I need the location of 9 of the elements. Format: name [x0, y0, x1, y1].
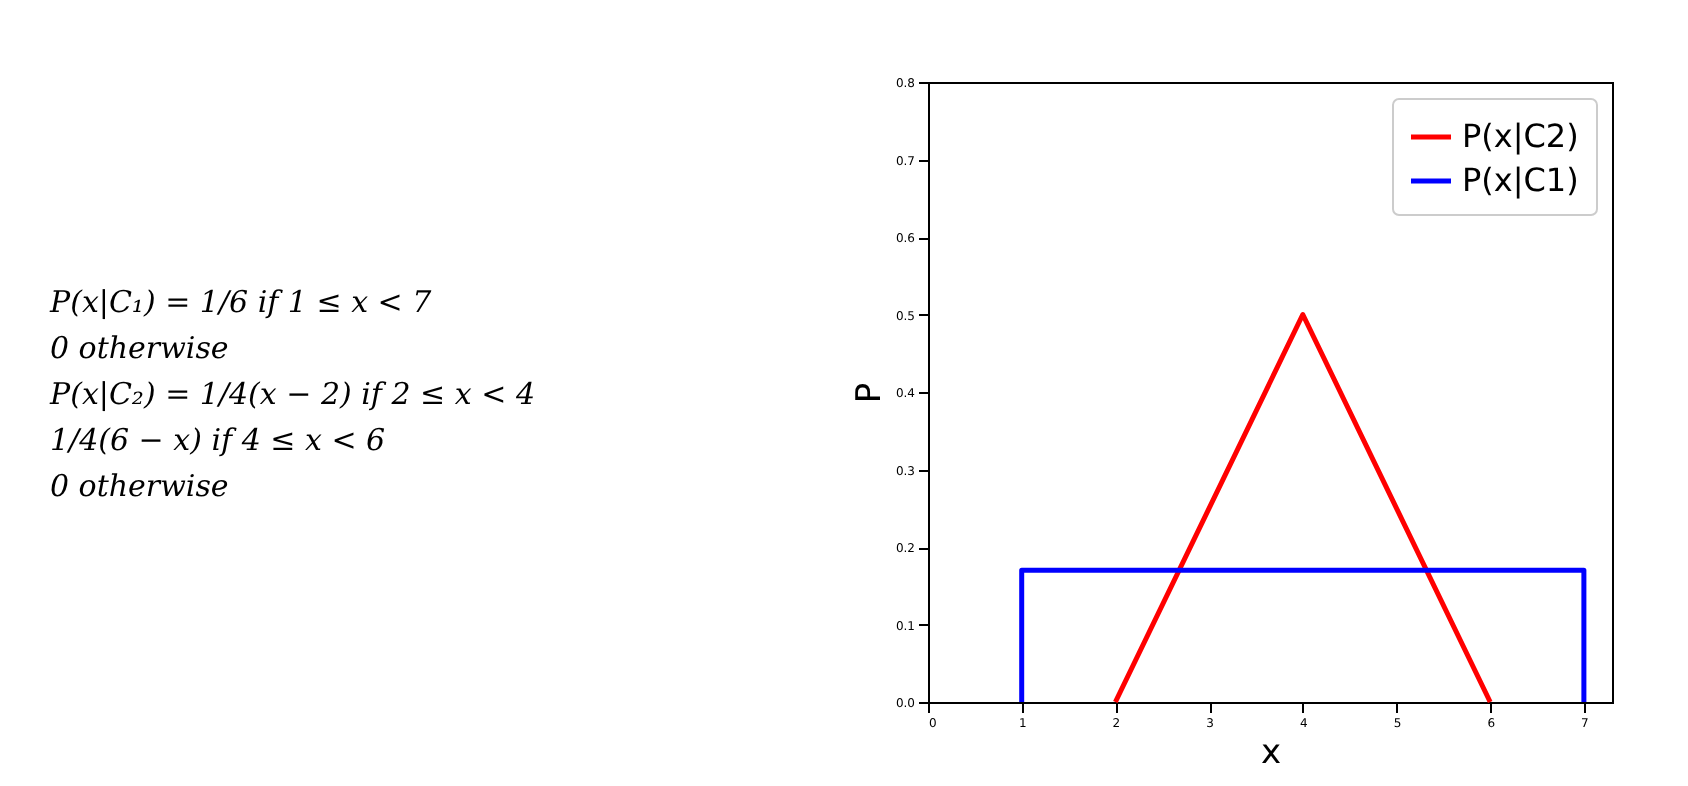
text: 0 otherwise: [50, 466, 231, 508]
text: P(x|C₂) = 1/4(x − 2) if 2 ≤ x < 4: [50, 374, 537, 416]
y-axis-title: P: [849, 382, 890, 404]
x-axis-title: x: [1260, 733, 1282, 773]
text: P(x|C₁) = 1/6 if 1 ≤ x < 7: [50, 282, 434, 324]
text: 1/4(6 − x) if 4 ≤ x < 6: [50, 420, 388, 462]
legend-label: P(x|C2): [1462, 117, 1579, 155]
legend-label: P(x|C1): [1462, 161, 1579, 199]
text: 0 otherwise: [50, 328, 231, 370]
